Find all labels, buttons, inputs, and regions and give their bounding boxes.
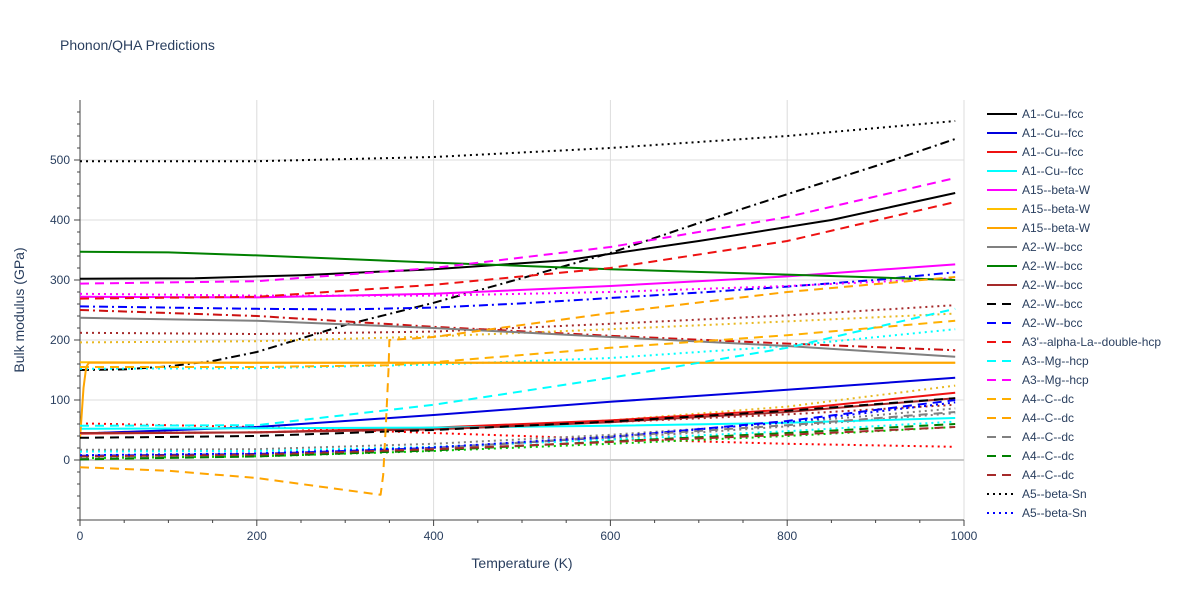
series-layer — [80, 120, 956, 496]
legend-label[interactable]: A4--C--dc — [1022, 430, 1074, 444]
series-line-extra — [80, 277, 956, 297]
series-line — [80, 177, 956, 285]
legend-label[interactable]: A1--Cu--fcc — [1022, 126, 1083, 140]
legend-label[interactable]: A4--C--dc — [1022, 449, 1074, 463]
legend-label[interactable]: A2--W--bcc — [1022, 259, 1082, 273]
legend-label[interactable]: A4--C--dc — [1022, 468, 1074, 482]
series-line — [80, 411, 956, 460]
legend-label[interactable]: A5--beta-Sn — [1022, 506, 1087, 520]
x-tick-label: 400 — [424, 529, 444, 543]
legend-label[interactable]: A4--C--dc — [1022, 392, 1074, 406]
y-tick-label: 200 — [50, 333, 70, 347]
y-tick-label: 100 — [50, 393, 70, 407]
legend-label[interactable]: A2--W--bcc — [1022, 240, 1082, 254]
series-line — [80, 201, 956, 300]
legend-label[interactable]: A2--W--bcc — [1022, 297, 1082, 311]
x-axis-title: Temperature (K) — [471, 555, 572, 571]
legend-label[interactable]: A2--W--bcc — [1022, 316, 1082, 330]
legend: A1--Cu--fcc A1--Cu--fcc A1--Cu--fcc A1--Cu-… — [987, 107, 1161, 520]
legend-label[interactable]: A3--Mg--hcp — [1022, 354, 1089, 368]
series-line — [80, 250, 956, 281]
series-line — [80, 361, 956, 440]
series-line — [80, 307, 956, 427]
series-line — [80, 319, 956, 368]
x-tick-label: 800 — [777, 529, 797, 543]
x-tick-label: 0 — [77, 529, 84, 543]
legend-label[interactable]: A15--beta-W — [1022, 202, 1091, 216]
y-tick-label: 500 — [50, 153, 70, 167]
y-axis-title: Bulk modulus (GPa) — [11, 247, 27, 372]
series-line — [80, 276, 956, 496]
y-tick-label: 400 — [50, 213, 70, 227]
y-tick-label: 300 — [50, 273, 70, 287]
chart-title: Phonon/QHA Predictions — [60, 37, 215, 53]
series-line — [80, 263, 956, 299]
legend-label[interactable]: A4--C--dc — [1022, 411, 1074, 425]
series-line-extra — [80, 312, 956, 344]
grid-layer — [80, 100, 965, 520]
legend-label[interactable]: A5--beta-Sn — [1022, 487, 1087, 501]
legend-label[interactable]: A15--beta-W — [1022, 183, 1091, 197]
series-line — [80, 426, 956, 458]
series-line — [80, 316, 956, 358]
series-line-extra — [80, 309, 956, 352]
legend-label[interactable]: A3'--alpha-La--double-hcp — [1022, 335, 1161, 349]
series-line-extra — [80, 138, 956, 371]
x-tick-label: 1000 — [951, 529, 978, 543]
x-tick-label: 600 — [600, 529, 620, 543]
legend-label[interactable]: A1--Cu--fcc — [1022, 145, 1083, 159]
legend-label[interactable]: A15--beta-W — [1022, 221, 1091, 235]
y-tick-label: 0 — [63, 453, 70, 467]
x-tick-label: 200 — [247, 529, 267, 543]
legend-label[interactable]: A3--Mg--hcp — [1022, 373, 1089, 387]
series-line — [80, 120, 956, 163]
axes-layer: 0 200 400 600 800 1000 0 100 200 300 400 500 — [50, 100, 978, 543]
legend-label[interactable]: A1--Cu--fcc — [1022, 107, 1083, 121]
legend-label[interactable]: A2--W--bcc — [1022, 278, 1082, 292]
series-line — [80, 397, 956, 439]
legend-label[interactable]: A1--Cu--fcc — [1022, 164, 1083, 178]
